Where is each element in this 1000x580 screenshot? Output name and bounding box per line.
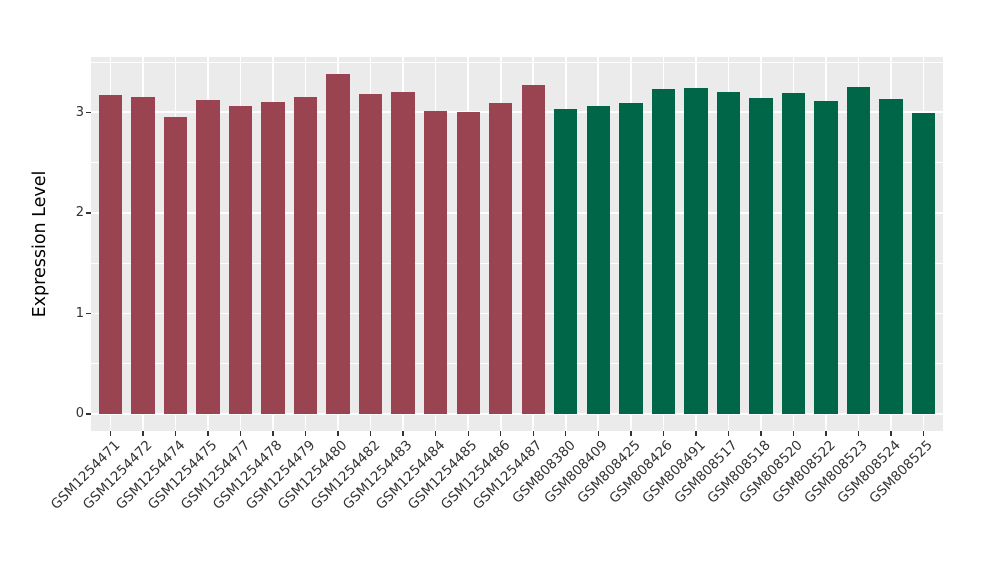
bar-GSM808517	[716, 92, 741, 414]
minor-gridline	[91, 363, 943, 365]
x-tick-mark	[825, 431, 827, 436]
bar-GSM808525	[911, 113, 936, 414]
x-tick-mark	[402, 431, 404, 436]
x-tick-mark	[272, 431, 274, 436]
bar-GSM808524	[879, 99, 903, 414]
bar-GSM808380	[554, 109, 578, 414]
x-tick-mark	[597, 431, 599, 436]
bar-GSM1254480	[326, 74, 350, 414]
x-tick-mark	[890, 431, 892, 436]
x-tick-mark	[630, 431, 632, 436]
bar-GSM1254485	[456, 112, 480, 414]
x-tick-mark	[467, 431, 469, 436]
x-tick-mark	[500, 431, 502, 436]
bar-GSM1254483	[391, 92, 415, 414]
x-tick-mark	[142, 431, 144, 436]
bar-GSM1254474	[163, 117, 188, 414]
bar-GSM808522	[814, 101, 838, 414]
x-tick-mark	[369, 431, 372, 436]
bar-GSM1254479	[293, 97, 318, 414]
y-axis-title: Expression Level	[30, 170, 50, 318]
y-tick-label: 0	[75, 406, 84, 422]
minor-gridline	[91, 262, 943, 264]
bar-GSM1254471	[98, 95, 123, 414]
major-gridline	[91, 413, 943, 415]
bar-GSM1254472	[131, 97, 155, 414]
x-tick-mark	[565, 431, 567, 436]
minor-gridline	[91, 61, 943, 63]
bar-GSM808518	[749, 98, 773, 414]
bar-GSM808425	[619, 103, 643, 414]
x-tick-mark	[174, 431, 177, 436]
bar-GSM1254487	[521, 85, 545, 414]
bar-GSM1254486	[489, 103, 513, 414]
x-tick-mark	[727, 431, 730, 436]
x-tick-mark	[109, 431, 112, 436]
x-tick-mark	[792, 431, 795, 436]
bar-GSM1254475	[196, 100, 220, 414]
y-tick-label: 3	[75, 104, 84, 120]
x-tick-mark	[304, 431, 307, 436]
x-tick-mark	[239, 431, 242, 436]
y-tick-mark	[86, 312, 91, 315]
x-tick-mark	[760, 431, 762, 436]
y-tick-mark	[86, 212, 91, 214]
bar-GSM1254482	[358, 94, 383, 414]
x-tick-mark	[662, 431, 665, 436]
x-tick-mark	[857, 431, 860, 436]
bar-GSM808491	[684, 88, 708, 414]
y-tick-mark	[86, 111, 91, 113]
x-tick-mark	[207, 431, 209, 436]
bar-GSM808520	[781, 93, 806, 414]
y-tick-label: 1	[75, 305, 84, 321]
x-tick-mark	[337, 431, 339, 436]
bar-GSM808409	[586, 106, 610, 414]
major-gridline	[91, 312, 943, 315]
x-tick-mark	[922, 431, 925, 436]
major-gridline	[91, 111, 943, 114]
bar-GSM1254484	[424, 111, 448, 414]
x-tick-mark	[695, 431, 697, 436]
y-tick-mark	[86, 413, 91, 415]
bar-GSM1254477	[228, 106, 253, 414]
bar-GSM808426	[651, 89, 676, 414]
major-gridline	[91, 212, 943, 214]
x-tick-mark	[435, 431, 437, 436]
bar-GSM1254478	[261, 102, 285, 414]
plot-panel	[91, 57, 943, 431]
minor-gridline	[91, 162, 943, 163]
x-tick-mark	[532, 431, 534, 436]
y-tick-label: 2	[75, 205, 84, 221]
bar-GSM808523	[846, 87, 871, 414]
